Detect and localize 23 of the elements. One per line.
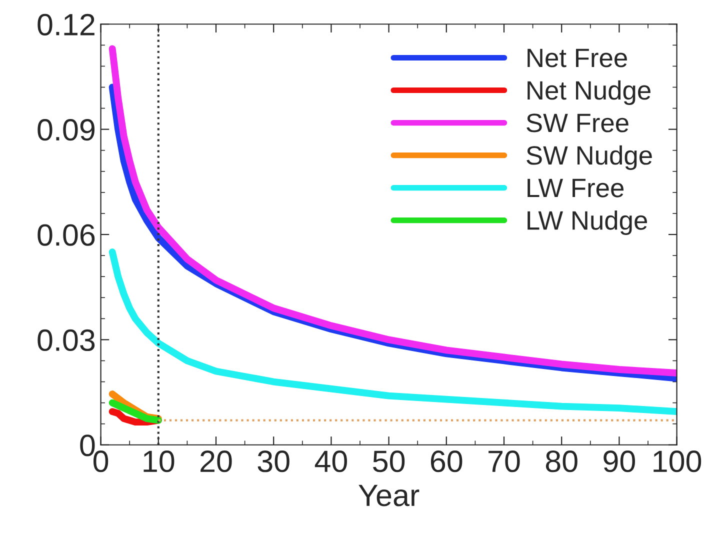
x-tick-label: 10	[144, 450, 174, 472]
x-tick-label: 90	[604, 450, 635, 472]
y-tick-label: 0.09	[38, 119, 94, 141]
legend-label: SW Nudge	[526, 145, 652, 170]
legend-label: LW Free	[528, 178, 624, 198]
legend-label: Net Nudge	[528, 80, 650, 105]
x-tick-label: 50	[373, 450, 405, 472]
x-tick-label: 80	[546, 450, 578, 472]
x-tick-label: 60	[430, 450, 462, 472]
x-tick-label: 70	[488, 450, 520, 472]
y-tick-label: 0.06	[38, 224, 95, 246]
x-tick-label: 0	[94, 450, 108, 472]
x-axis-title: Year	[358, 484, 420, 506]
y-tick-label: 0.12	[38, 14, 94, 36]
y-tick-label: 0	[80, 434, 95, 456]
x-tick-label: 30	[258, 450, 290, 472]
y-tick-label: 0.03	[38, 329, 95, 352]
legend-label: Net Free	[528, 48, 627, 68]
legend-label: LW Nudge	[528, 210, 648, 236]
legend-label: SW Free	[526, 114, 628, 132]
x-tick-label: 20	[200, 450, 232, 472]
x-tick-label: 40	[314, 450, 347, 472]
x-tick-label: 100	[654, 450, 702, 472]
